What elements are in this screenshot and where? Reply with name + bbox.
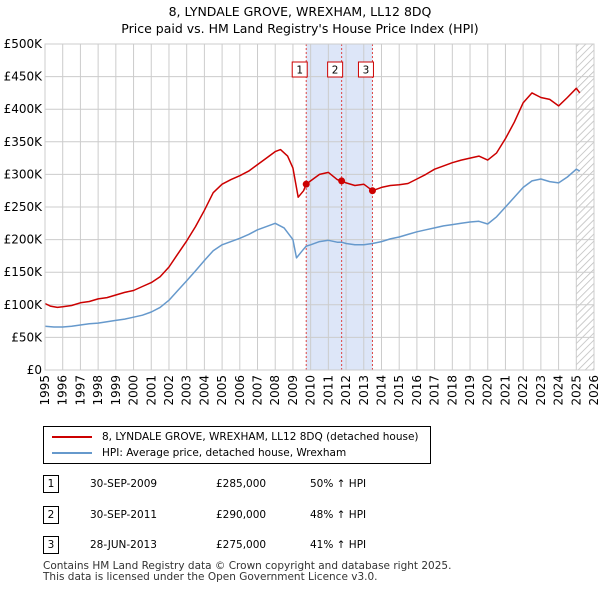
legend: 8, LYNDALE GROVE, WREXHAM, LL12 8DQ (det…: [43, 426, 431, 464]
footer-line-1: Contains HM Land Registry data © Crown c…: [43, 560, 452, 572]
x-tick-label: 2007: [251, 375, 265, 406]
x-tick-label: 2017: [428, 375, 442, 406]
y-tick-label: £100K: [4, 298, 44, 312]
title-line-2: Price paid vs. HM Land Registry's House …: [121, 21, 479, 36]
x-tick-label: 2010: [304, 375, 318, 406]
sale-price: £290,000: [216, 509, 267, 521]
x-tick-label: 2009: [286, 375, 300, 406]
sale-price: £285,000: [216, 478, 267, 490]
x-tick-label: 2020: [481, 375, 495, 406]
x-tick-label: 2012: [339, 375, 353, 406]
y-tick-label: £50K: [11, 330, 43, 344]
y-tick-label: £250K: [4, 200, 44, 214]
sale-number-box: 2: [43, 506, 59, 524]
x-tick-label: 2013: [357, 375, 371, 406]
sale-hpi: 41% ↑ HPI: [310, 539, 367, 551]
y-tick-label: £500K: [4, 37, 44, 51]
y-tick-label: £350K: [4, 135, 44, 149]
price-chart: 1995 1996 1997 1998 1999 2000 2001 2002 2003 2004…: [4, 37, 600, 406]
legend-label-hpi: HPI: Average price, detached house, Wrex…: [102, 447, 347, 459]
y-tick-label: £450K: [4, 70, 44, 84]
legend-swatch-property: [52, 436, 92, 438]
sale-marker-box: [357, 61, 374, 78]
x-tick-label: 1995: [38, 375, 52, 406]
x-tick-label: 2018: [445, 375, 459, 406]
plot-border: [44, 43, 595, 371]
y-tick-label: £300K: [4, 167, 44, 181]
sale-number-box: 1: [43, 475, 59, 493]
x-tick-label: 2005: [215, 375, 229, 406]
sale-price: £275,000: [216, 539, 267, 551]
x-tick-label: 2023: [534, 375, 548, 406]
y-tick-label: £200K: [4, 233, 44, 247]
x-tick-label: 2016: [410, 375, 424, 406]
x-tick-label: 2021: [498, 375, 512, 406]
sale-date: 30-SEP-2009: [90, 478, 158, 490]
x-tick-label: 1996: [56, 375, 70, 406]
footer-line-2: This data is licensed under the Open Gov…: [43, 571, 378, 583]
x-tick-label: 2000: [127, 375, 141, 406]
x-tick-label: 2019: [463, 375, 477, 406]
sale-date: 28-JUN-2013: [90, 539, 157, 551]
x-tick-label: 2008: [268, 375, 282, 406]
x-tick-label: 1999: [109, 375, 123, 406]
x-tick-label: 2014: [374, 375, 388, 406]
sale-marker-label: 3: [363, 65, 370, 77]
x-tick-label: 2006: [233, 375, 247, 406]
x-tick-label: 2015: [392, 375, 406, 406]
y-tick-label: £150K: [4, 265, 44, 279]
x-tick-label: 2026: [587, 375, 600, 406]
hpi-line: [44, 168, 581, 328]
y-tick-label: £0: [27, 363, 42, 377]
x-tick-label: 2004: [197, 375, 211, 406]
sale-marker-label: 2: [332, 65, 339, 77]
x-tick-label: 1997: [73, 375, 87, 406]
sale-marker-label: 1: [296, 65, 303, 77]
legend-item-property: 8, LYNDALE GROVE, WREXHAM, LL12 8DQ (det…: [52, 429, 419, 445]
x-tick-label: 2001: [144, 375, 158, 406]
sale-point: [368, 187, 376, 195]
x-tick-label: 2024: [552, 375, 566, 406]
x-tick-label: 1998: [91, 375, 105, 406]
sale-point: [338, 177, 346, 185]
sale-marker-box: [327, 61, 344, 78]
title-line-1: 8, LYNDALE GROVE, WREXHAM, LL12 8DQ: [168, 4, 432, 19]
legend-swatch-hpi: [52, 452, 92, 454]
x-tick-label: 2011: [321, 375, 335, 406]
sale-marker-box: [291, 61, 308, 78]
x-tick-label: 2025: [569, 375, 583, 406]
x-tick-label: 2003: [180, 375, 194, 406]
sale-number-box: 3: [43, 536, 59, 554]
footer: Contains HM Land Registry data © Crown c…: [43, 561, 451, 583]
sale-point: [302, 180, 310, 188]
y-tick-label: £400K: [4, 102, 44, 116]
sale-hpi: 50% ↑ HPI: [310, 478, 367, 490]
sale-date: 30-SEP-2011: [90, 509, 158, 521]
x-tick-label: 2002: [162, 375, 176, 406]
legend-label-property: 8, LYNDALE GROVE, WREXHAM, LL12 8DQ (det…: [102, 431, 419, 443]
legend-item-hpi: HPI: Average price, detached house, Wrex…: [52, 445, 346, 461]
sale-hpi: 48% ↑ HPI: [310, 509, 367, 521]
x-tick-label: 2022: [516, 375, 530, 406]
chart-title: 8, LYNDALE GROVE, WREXHAM, LL12 8DQ Pric…: [0, 3, 600, 37]
